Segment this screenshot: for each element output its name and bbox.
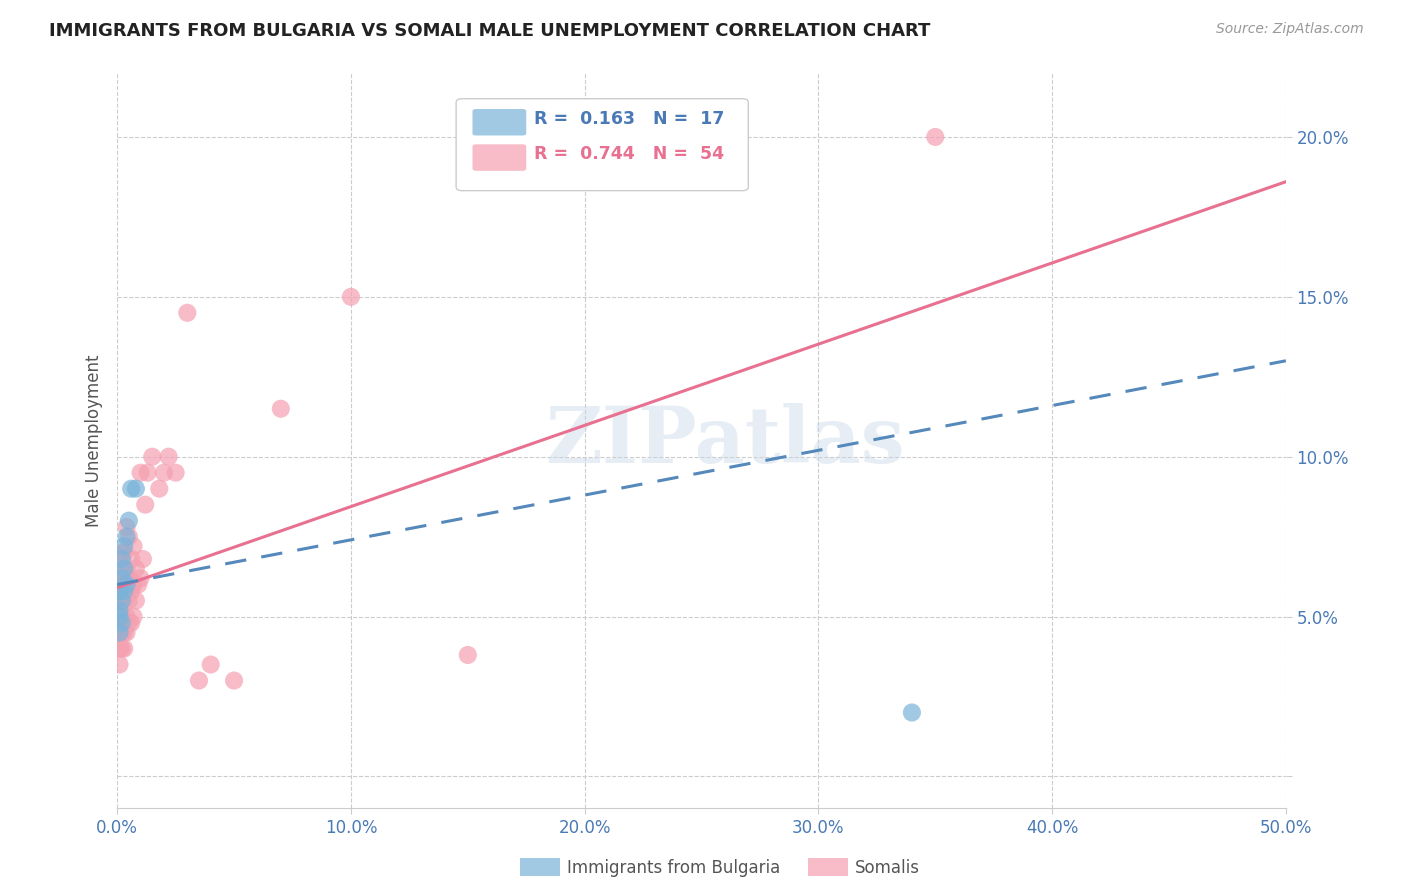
Point <box>111 571 134 585</box>
Point <box>270 401 292 416</box>
Point <box>108 584 131 599</box>
Point <box>108 561 131 575</box>
Point <box>901 706 924 720</box>
Y-axis label: Male Unemployment: Male Unemployment <box>86 354 103 527</box>
Point <box>112 561 135 575</box>
Text: Somalis: Somalis <box>855 859 920 877</box>
Point <box>108 593 131 607</box>
Point <box>118 615 141 630</box>
Point <box>176 306 198 320</box>
Point <box>115 561 138 575</box>
Point <box>125 482 148 496</box>
Text: R =  0.163   N =  17: R = 0.163 N = 17 <box>534 110 725 128</box>
Point <box>141 450 163 464</box>
Point <box>132 552 155 566</box>
FancyBboxPatch shape <box>472 145 526 170</box>
Point <box>111 641 134 656</box>
Point <box>115 625 138 640</box>
Point <box>153 466 176 480</box>
Point <box>108 625 131 640</box>
Point <box>165 466 187 480</box>
Point <box>112 625 135 640</box>
Point <box>112 577 135 591</box>
Point <box>340 290 363 304</box>
Point <box>148 482 170 496</box>
Point <box>108 577 131 591</box>
Point <box>108 609 131 624</box>
Point <box>111 593 134 607</box>
Point <box>125 561 148 575</box>
Point <box>118 530 141 544</box>
Text: Immigrants from Bulgaria: Immigrants from Bulgaria <box>567 859 780 877</box>
Point <box>108 603 131 617</box>
Point <box>120 482 142 496</box>
Point <box>111 577 134 591</box>
Point <box>108 609 131 624</box>
FancyBboxPatch shape <box>472 109 526 136</box>
Point <box>122 539 145 553</box>
Point <box>125 593 148 607</box>
Point <box>112 546 135 560</box>
Point <box>115 530 138 544</box>
Point <box>127 577 149 591</box>
Point <box>157 450 180 464</box>
Point <box>115 577 138 591</box>
Point <box>115 584 138 599</box>
Point <box>129 571 152 585</box>
Point <box>111 593 134 607</box>
Point <box>122 577 145 591</box>
Point <box>129 466 152 480</box>
Point <box>120 584 142 599</box>
Point <box>108 641 131 656</box>
Text: IMMIGRANTS FROM BULGARIA VS SOMALI MALE UNEMPLOYMENT CORRELATION CHART: IMMIGRANTS FROM BULGARIA VS SOMALI MALE … <box>49 22 931 40</box>
Point <box>122 609 145 624</box>
Point <box>115 609 138 624</box>
Point <box>457 648 479 662</box>
Point <box>200 657 222 672</box>
Point <box>112 539 135 553</box>
Text: R =  0.744   N =  54: R = 0.744 N = 54 <box>534 145 724 163</box>
Point <box>118 571 141 585</box>
Point <box>112 641 135 656</box>
Point <box>108 625 131 640</box>
Point <box>111 546 134 560</box>
Point <box>112 584 135 599</box>
Point <box>118 514 141 528</box>
Point <box>136 466 159 480</box>
Point <box>924 130 946 145</box>
Text: Source: ZipAtlas.com: Source: ZipAtlas.com <box>1216 22 1364 37</box>
Point <box>120 615 142 630</box>
Point <box>222 673 245 688</box>
Point <box>188 673 211 688</box>
Text: ZIPatlas: ZIPatlas <box>546 402 904 479</box>
Point <box>108 657 131 672</box>
Point <box>118 593 141 607</box>
Point <box>115 520 138 534</box>
Point <box>111 609 134 624</box>
Point <box>112 593 135 607</box>
Point <box>111 625 134 640</box>
Point <box>134 498 156 512</box>
Point <box>111 615 134 630</box>
Point <box>111 552 134 566</box>
Point <box>120 552 142 566</box>
FancyBboxPatch shape <box>456 99 748 191</box>
